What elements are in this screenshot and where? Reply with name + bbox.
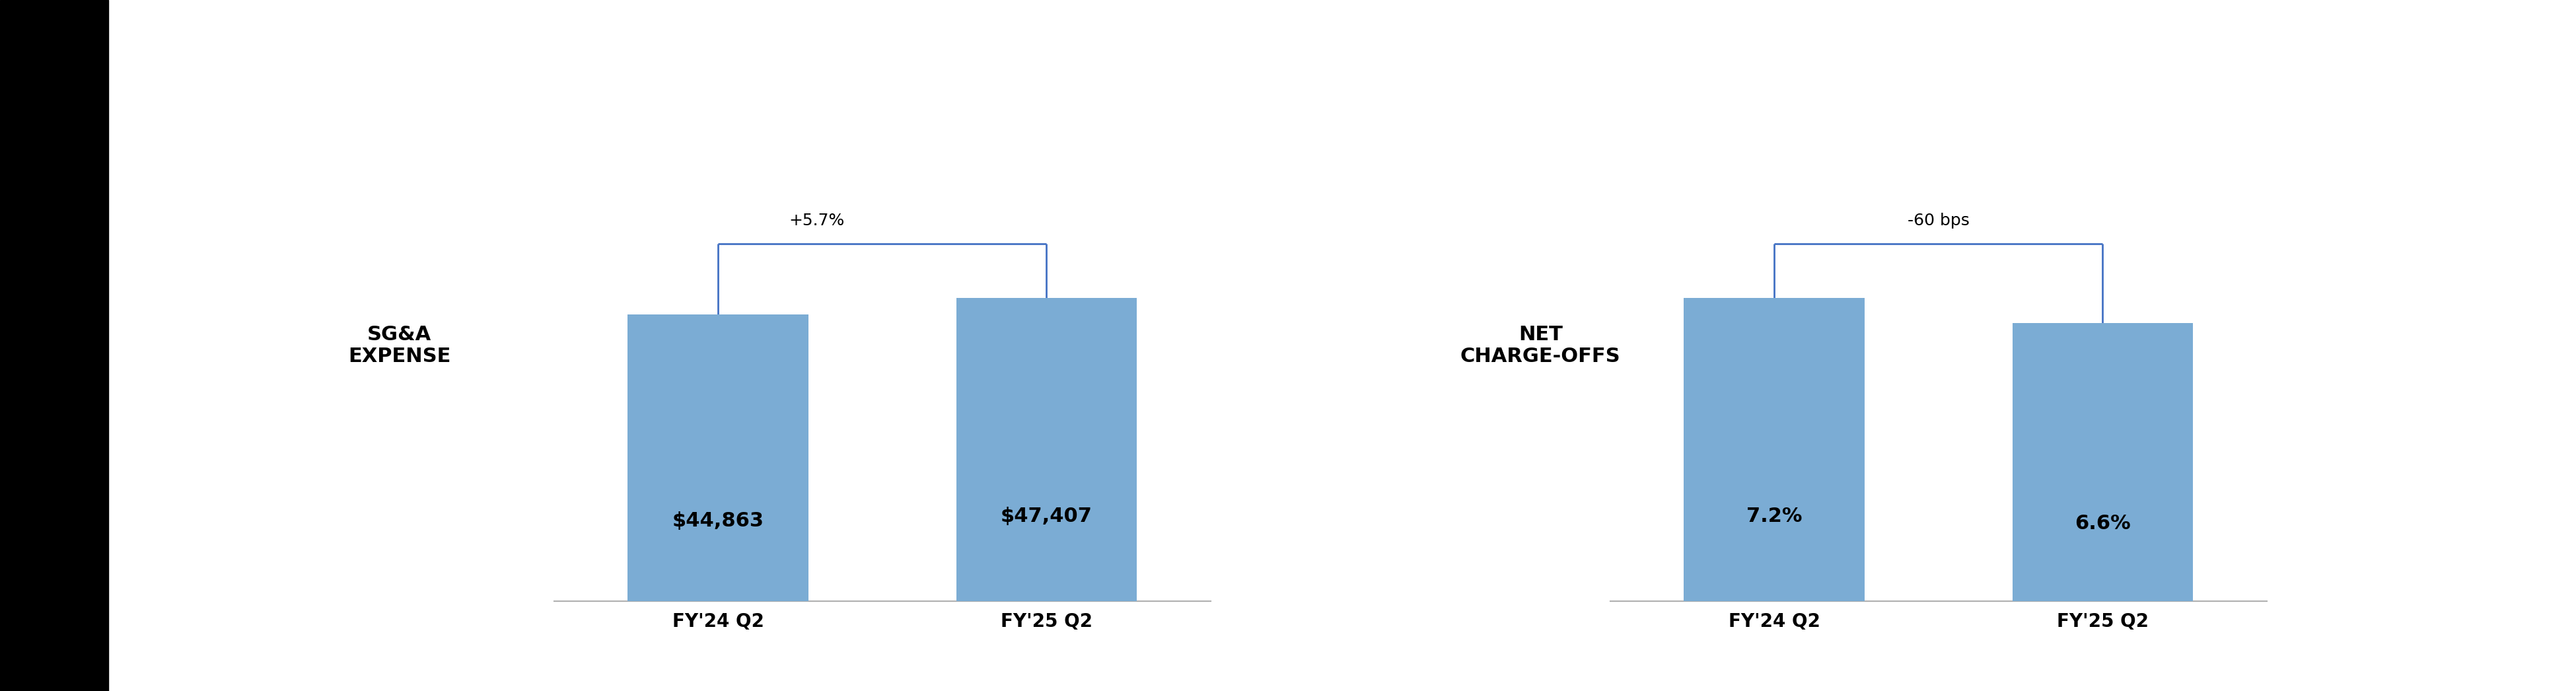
Text: -60 bps: -60 bps: [1906, 212, 1971, 228]
Bar: [629, 314, 809, 601]
Bar: [2012, 323, 2192, 601]
Text: 7.2%: 7.2%: [1747, 507, 1803, 526]
Text: +5.7%: +5.7%: [788, 212, 845, 228]
Text: $44,863: $44,863: [672, 511, 765, 531]
Text: 6.6%: 6.6%: [2074, 514, 2130, 533]
Bar: [1685, 298, 1865, 601]
Text: $47,407: $47,407: [999, 507, 1092, 526]
Bar: [956, 298, 1136, 601]
Text: SG&A
EXPENSE: SG&A EXPENSE: [348, 325, 451, 366]
Text: NET
CHARGE-OFFS: NET CHARGE-OFFS: [1461, 325, 1620, 366]
